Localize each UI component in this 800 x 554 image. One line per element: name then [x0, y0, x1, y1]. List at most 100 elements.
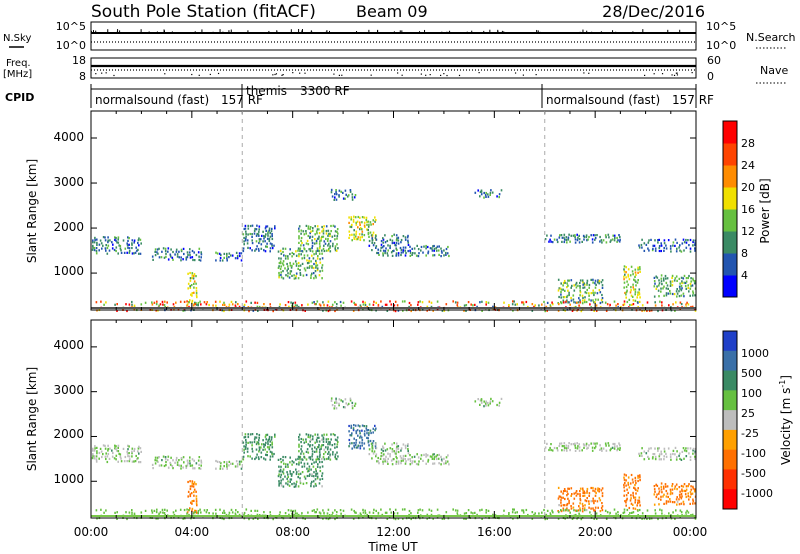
power-cell [328, 247, 330, 250]
velocity-cell [393, 512, 396, 515]
power-cell [161, 250, 163, 253]
velocity-cell [161, 459, 163, 462]
power-cell [100, 300, 102, 303]
velocity-cell [683, 489, 685, 492]
power-cell [191, 256, 194, 259]
velocity-cell [288, 484, 291, 487]
velocity-cell [375, 443, 377, 446]
power-cell [406, 236, 409, 239]
power-cell [351, 239, 353, 242]
power-cell [156, 248, 159, 251]
power-cell [278, 257, 280, 260]
velocity-cell [96, 446, 98, 449]
velocity-cell [579, 493, 581, 496]
power-cell [632, 299, 635, 302]
velocity-cell [522, 509, 525, 512]
power-cell [195, 303, 198, 306]
power-cell [191, 292, 194, 295]
power-cell [657, 241, 659, 244]
velocity-cell [362, 511, 365, 514]
velocity-cell [623, 511, 626, 514]
power-cell [625, 293, 627, 296]
power-cell [322, 235, 325, 238]
power-cell [172, 250, 174, 254]
power-cell [689, 250, 692, 253]
velocity-cell [327, 457, 330, 460]
power-cell [437, 249, 440, 252]
velocity-cell [322, 444, 325, 447]
power-cell [665, 287, 668, 290]
power-cell [417, 303, 419, 306]
power-cell [257, 247, 260, 251]
velocity-cell [693, 488, 696, 491]
power-cell [394, 244, 396, 247]
velocity-cell [635, 482, 637, 485]
power-cell [115, 246, 118, 249]
velocity-cell [559, 442, 561, 445]
velocity-cell [104, 444, 106, 447]
velocity-cell [567, 446, 570, 449]
velocity-cell [315, 448, 318, 451]
power-cell [586, 288, 588, 292]
power-cell [411, 247, 413, 250]
velocity-cell [133, 460, 135, 463]
velocity-cell [278, 482, 280, 485]
velocity-cell [682, 447, 685, 450]
power-cell [623, 270, 626, 273]
power-cell [660, 244, 663, 247]
velocity-cell [355, 446, 358, 449]
velocity-cell [294, 512, 297, 515]
power-cell [594, 238, 596, 241]
power-cell [609, 303, 611, 306]
power-cell [329, 246, 331, 249]
velocity-cell [660, 485, 663, 488]
power-cell [255, 228, 258, 231]
power-cell [445, 253, 447, 256]
power-cell [583, 238, 585, 241]
power-cell [587, 238, 589, 241]
velocity-cell [641, 517, 643, 520]
power-cell [127, 236, 129, 239]
power-cell [253, 232, 256, 235]
power-cell [313, 242, 316, 245]
velocity-cell [112, 451, 114, 455]
power-cell [687, 276, 689, 280]
power-cell [583, 286, 586, 289]
power-cell [215, 259, 217, 262]
power-cell [263, 237, 265, 240]
power-cell [348, 216, 350, 219]
velocity-cell [193, 488, 196, 491]
power-cell [671, 274, 674, 277]
power-cell [228, 303, 231, 306]
power-cell [314, 274, 317, 277]
velocity-cell [681, 488, 683, 491]
velocity-cell [274, 433, 276, 436]
power-cell [286, 262, 288, 266]
power-cell [407, 239, 409, 242]
velocity-cell [330, 399, 333, 402]
power-cell [318, 247, 321, 250]
velocity-cell [576, 447, 579, 450]
velocity-cell [336, 436, 339, 439]
power-cell [683, 281, 685, 284]
power-cell [187, 253, 189, 256]
velocity-cell [189, 487, 192, 491]
velocity-cell [124, 455, 127, 459]
power-cell [316, 237, 319, 240]
velocity-cell [430, 513, 433, 516]
power-cell [331, 235, 334, 238]
velocity-cell [585, 442, 588, 445]
power-cell [653, 280, 656, 283]
power-cell [678, 290, 680, 293]
power-cell [246, 239, 249, 242]
velocity-cell [382, 460, 384, 463]
velocity-cell [189, 456, 191, 459]
velocity-cell [679, 495, 681, 498]
power-cell [163, 304, 166, 307]
power-cell [484, 194, 487, 197]
velocity-cell [683, 503, 685, 506]
velocity-cell [287, 463, 289, 466]
velocity-cell [676, 488, 678, 491]
velocity-cell [265, 441, 267, 444]
power-cell [321, 269, 324, 272]
